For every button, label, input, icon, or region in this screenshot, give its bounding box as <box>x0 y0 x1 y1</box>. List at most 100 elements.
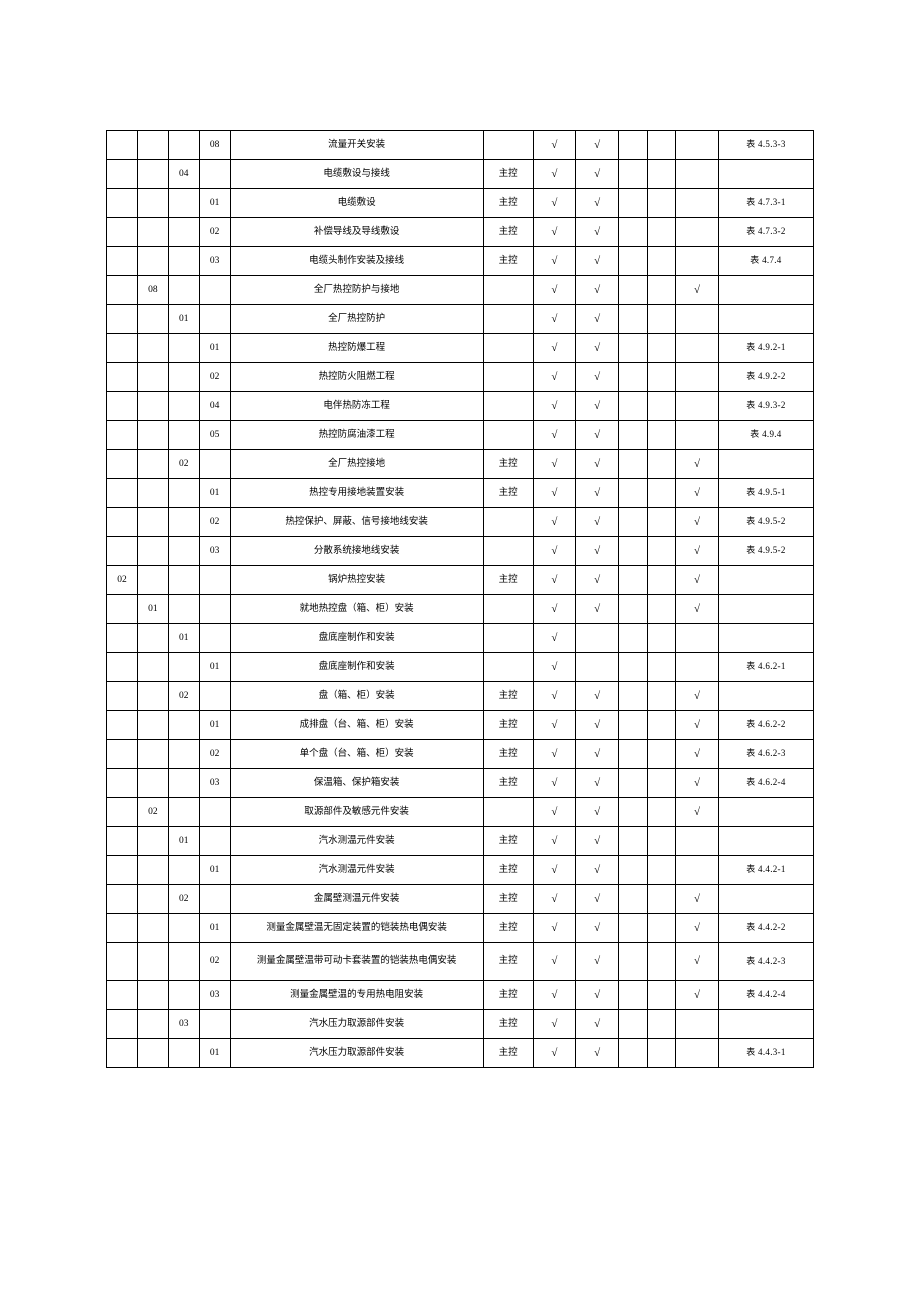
table-cell <box>137 885 168 914</box>
table-cell <box>619 450 648 479</box>
table-cell <box>168 740 199 769</box>
table-cell <box>483 305 533 334</box>
document-page: 08流量开关安装√√表 4.5.3-304电缆敷设与接线主控√√01电缆敷设主控… <box>0 0 920 1168</box>
table-cell <box>619 537 648 566</box>
table-row: 01电缆敷设主控√√表 4.7.3-1 <box>107 189 814 218</box>
table-cell <box>619 566 648 595</box>
table-cell: √ <box>533 595 576 624</box>
table-cell <box>199 682 230 711</box>
table-cell <box>676 247 719 276</box>
table-cell <box>107 885 138 914</box>
table-cell: 08 <box>199 131 230 160</box>
table-cell <box>137 827 168 856</box>
table-cell <box>107 1039 138 1068</box>
table-cell <box>647 479 676 508</box>
table-cell <box>168 769 199 798</box>
table-cell <box>619 160 648 189</box>
table-cell: √ <box>533 798 576 827</box>
table-cell <box>483 363 533 392</box>
table-cell: 汽水压力取源部件安装 <box>230 1039 483 1068</box>
table-cell <box>168 247 199 276</box>
table-cell: √ <box>533 392 576 421</box>
table-cell: 01 <box>199 189 230 218</box>
table-cell: √ <box>533 1010 576 1039</box>
table-cell <box>107 943 138 981</box>
table-cell: √ <box>533 827 576 856</box>
table-cell: √ <box>533 914 576 943</box>
table-cell: 汽水压力取源部件安装 <box>230 1010 483 1039</box>
table-cell: √ <box>576 856 619 885</box>
table-cell <box>107 653 138 682</box>
table-cell <box>168 421 199 450</box>
table-cell <box>676 305 719 334</box>
table-cell <box>483 653 533 682</box>
table-row: 04电缆敷设与接线主控√√ <box>107 160 814 189</box>
table-cell: √ <box>533 624 576 653</box>
table-cell: √ <box>533 682 576 711</box>
table-cell <box>137 508 168 537</box>
table-cell: 04 <box>168 160 199 189</box>
table-cell: √ <box>576 160 619 189</box>
table-cell: 01 <box>199 334 230 363</box>
table-cell <box>647 218 676 247</box>
table-cell: 02 <box>199 943 230 981</box>
table-cell: √ <box>676 595 719 624</box>
table-cell <box>199 885 230 914</box>
table-cell <box>168 595 199 624</box>
table-cell <box>168 856 199 885</box>
table-cell: √ <box>676 798 719 827</box>
table-cell: √ <box>576 305 619 334</box>
table-cell: √ <box>533 421 576 450</box>
table-cell <box>137 1039 168 1068</box>
table-cell: 就地热控盘（箱、柜）安装 <box>230 595 483 624</box>
table-cell: 分散系统接地线安装 <box>230 537 483 566</box>
table-cell <box>576 624 619 653</box>
table-cell <box>137 740 168 769</box>
table-cell <box>199 160 230 189</box>
table-cell <box>107 479 138 508</box>
table-cell <box>647 508 676 537</box>
table-cell <box>718 566 813 595</box>
table-row: 01盘底座制作和安装√表 4.6.2-1 <box>107 653 814 682</box>
table-cell <box>619 856 648 885</box>
table-cell: √ <box>533 740 576 769</box>
table-body: 08流量开关安装√√表 4.5.3-304电缆敷设与接线主控√√01电缆敷设主控… <box>107 131 814 1068</box>
table-cell: 表 4.6.2-4 <box>718 769 813 798</box>
table-cell: 01 <box>168 305 199 334</box>
table-cell <box>199 450 230 479</box>
table-cell: √ <box>576 711 619 740</box>
table-cell <box>199 595 230 624</box>
table-cell <box>107 247 138 276</box>
table-cell: √ <box>576 334 619 363</box>
table-cell <box>483 276 533 305</box>
table-cell: 主控 <box>483 450 533 479</box>
table-cell <box>483 798 533 827</box>
table-cell <box>199 305 230 334</box>
table-cell: 流量开关安装 <box>230 131 483 160</box>
table-cell <box>199 798 230 827</box>
table-cell <box>718 885 813 914</box>
table-cell: 盘（箱、柜）安装 <box>230 682 483 711</box>
table-cell: 主控 <box>483 1039 533 1068</box>
table-cell: 表 4.7.3-1 <box>718 189 813 218</box>
table-cell: 保温箱、保护箱安装 <box>230 769 483 798</box>
table-cell: 03 <box>199 537 230 566</box>
table-cell <box>619 885 648 914</box>
table-cell <box>647 537 676 566</box>
table-cell <box>718 1010 813 1039</box>
table-cell <box>647 740 676 769</box>
table-cell <box>137 1010 168 1039</box>
table-cell: √ <box>533 769 576 798</box>
table-cell: √ <box>533 856 576 885</box>
table-cell <box>137 711 168 740</box>
table-cell: √ <box>533 189 576 218</box>
table-cell: 08 <box>137 276 168 305</box>
table-row: 03分散系统接地线安装√√√表 4.9.5-2 <box>107 537 814 566</box>
table-cell: 表 4.6.2-2 <box>718 711 813 740</box>
table-cell <box>168 1039 199 1068</box>
table-cell: 表 4.9.2-2 <box>718 363 813 392</box>
table-cell: 03 <box>199 769 230 798</box>
table-cell <box>647 682 676 711</box>
table-cell: 主控 <box>483 1010 533 1039</box>
table-row: 02单个盘（台、箱、柜）安装主控√√√表 4.6.2-3 <box>107 740 814 769</box>
